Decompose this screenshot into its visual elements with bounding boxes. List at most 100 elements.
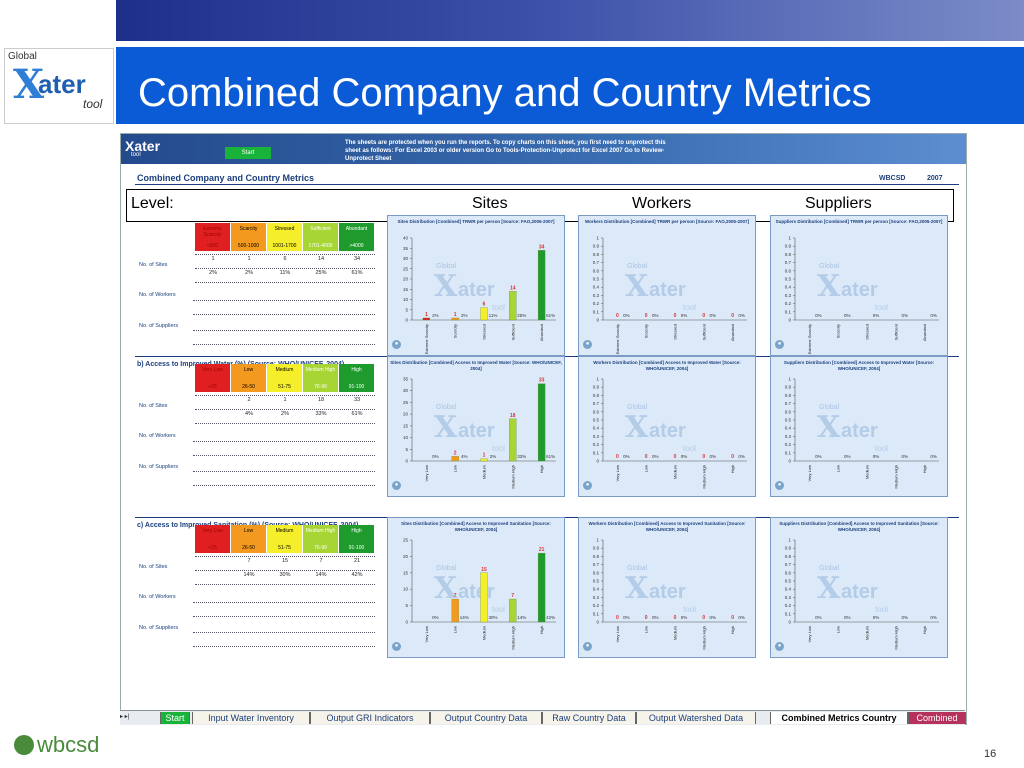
- y-tick-label: 0.6: [785, 268, 792, 273]
- x-tick-label: Sufficient: [701, 323, 706, 340]
- chart-title: Workers Distribution [Combined] Access t…: [593, 360, 741, 371]
- category-header-cell: Stressed 1001-1700: [267, 223, 303, 251]
- y-tick-label: 0.2: [593, 442, 600, 447]
- chart-bar: [537, 383, 546, 462]
- globe-icon: ●: [583, 340, 592, 349]
- bar-percent-label: 4%: [461, 454, 468, 459]
- x-tick-label: High: [730, 465, 735, 473]
- x-tick-label: Medium: [673, 464, 678, 479]
- bar-percent-label: 0%: [930, 454, 937, 459]
- y-tick-label: 0.5: [593, 418, 600, 423]
- x-tick-label: Medium High: [893, 465, 898, 489]
- chart-bar: [451, 598, 459, 623]
- sheet-tab[interactable]: Combined Metrics Country: [770, 712, 908, 724]
- distribution-chart: Workers Distribution [Combined] Access t…: [578, 517, 756, 658]
- sites-count: 34: [353, 256, 361, 262]
- y-tick-label: 0.7: [593, 401, 600, 406]
- sheet-tab[interactable]: Output GRI Indicators: [310, 712, 430, 724]
- y-tick-label: 25: [403, 266, 409, 271]
- watermark-ater: ater: [458, 279, 495, 301]
- bar-percent-label: 0%: [844, 615, 851, 620]
- category-range: 51-75: [278, 545, 291, 551]
- category-range: 91-100: [348, 545, 365, 551]
- sites-count: 1: [247, 256, 251, 262]
- bar-value-label: 0: [731, 454, 734, 460]
- chart-bar: [509, 291, 517, 321]
- start-button[interactable]: Start: [225, 147, 271, 159]
- y-tick-label: 1: [788, 538, 791, 543]
- y-tick-label: 0.1: [785, 450, 792, 455]
- watermark-x: X: [434, 269, 458, 304]
- sites-count: 1: [211, 256, 215, 262]
- bar-value-label: 1: [483, 453, 486, 459]
- x-tick-label: Extreme Scarcity: [807, 324, 812, 354]
- sheet-header: Xater tool Start The sheets are protecte…: [121, 134, 966, 164]
- watermark-global: Global: [436, 404, 457, 411]
- y-tick-label: 0.7: [785, 260, 792, 265]
- bar-percent-label: 0%: [432, 454, 439, 459]
- y-tick-label: 0: [788, 459, 791, 464]
- globe-icon: ●: [583, 642, 592, 651]
- bar-percent-label: 25%: [517, 313, 526, 318]
- sites-count: 6: [283, 256, 287, 262]
- sheet-tab[interactable]: Output Watershed Data: [636, 712, 756, 724]
- category-label: Low: [243, 367, 254, 373]
- sites-percent: 2%: [281, 411, 289, 417]
- distribution-chart: Suppliers Distribution [Combined] Access…: [770, 517, 948, 658]
- bar-percent-label: 0%: [930, 615, 937, 620]
- x-tick-label: Very Low: [615, 465, 620, 482]
- bar-percent-label: 61%: [546, 313, 555, 318]
- sites-percent: 61%: [351, 411, 363, 417]
- chart-bar: [451, 317, 459, 321]
- y-tick-label: 5: [405, 447, 408, 452]
- globe-icon: ●: [392, 481, 401, 490]
- sheet-tab[interactable]: Raw Country Data: [542, 712, 636, 724]
- watermark-ater: ater: [649, 581, 686, 603]
- y-tick-label: 0: [596, 459, 599, 464]
- sheet-tab[interactable]: Output Country Data: [430, 712, 542, 724]
- y-tick-label: 0.2: [593, 301, 600, 306]
- row-separator: [193, 314, 375, 315]
- x-tick-label: Sufficient: [893, 323, 898, 340]
- y-tick-label: 0.9: [785, 244, 792, 249]
- y-tick-label: 0.8: [593, 554, 600, 559]
- tab-scroll-arrows[interactable]: ▸ ▸|: [120, 714, 130, 720]
- bar-percent-label: 2%: [432, 313, 439, 318]
- x-tick-label: Very Low: [807, 465, 812, 482]
- level-sites: Sites: [472, 195, 508, 212]
- watermark-tool: tool: [683, 444, 696, 453]
- watermark-ater: ater: [841, 581, 878, 603]
- sites-count: 33: [353, 397, 361, 403]
- bar-percent-label: 0%: [710, 454, 717, 459]
- y-tick-label: 0.3: [785, 293, 792, 298]
- sites-percent: 4%: [245, 411, 253, 417]
- x-tick-label: High: [922, 465, 927, 473]
- bar-percent-label: 0%: [844, 454, 851, 459]
- watermark-x: X: [625, 571, 649, 606]
- category-label: Medium High: [305, 367, 336, 373]
- y-tick-label: 1: [596, 236, 599, 241]
- bar-value-label: 0: [616, 454, 619, 460]
- category-header-cell: High 91-100: [339, 364, 375, 392]
- spreadsheet-view: Xater tool Start The sheets are protecte…: [120, 133, 967, 725]
- category-range: <500: [206, 243, 219, 249]
- sheet-tab[interactable]: Start: [160, 712, 190, 724]
- row-separator: [195, 268, 375, 269]
- y-tick-label: 15: [403, 287, 409, 292]
- category-header-cell: Scarcity 500-1000: [231, 223, 267, 251]
- y-tick-label: 0.8: [785, 393, 792, 398]
- y-tick-label: 0.5: [593, 579, 600, 584]
- y-tick-label: 1: [788, 377, 791, 382]
- wbcsd-leaf-icon: [14, 735, 34, 755]
- row-label: No. of Sites: [139, 403, 168, 409]
- sheet-tab[interactable]: Combined: [908, 712, 966, 724]
- category-range: 26-50: [242, 384, 255, 390]
- y-tick-label: 20: [403, 277, 409, 282]
- category-range: <25: [208, 545, 217, 551]
- y-tick-label: 0.7: [593, 260, 600, 265]
- sheet-tab[interactable]: Input Water Inventory: [192, 712, 310, 724]
- category-range: 51-75: [278, 384, 291, 390]
- chart-bar: [422, 317, 431, 321]
